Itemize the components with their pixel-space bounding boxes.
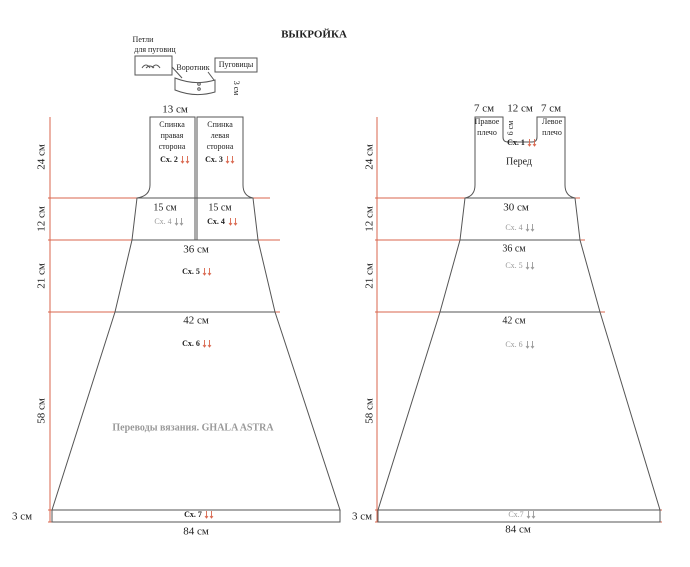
back-piece — [48, 116, 341, 523]
dim: 42 см — [502, 315, 526, 326]
piece-label: плечо — [542, 128, 562, 137]
piece-label: Перед — [506, 156, 532, 167]
watermark: Переводы вязания. GHALA ASTRA — [112, 422, 274, 433]
height-dim: 24 см — [36, 144, 48, 170]
chart-ref: Сх. 3 — [205, 155, 223, 164]
height-dim: 3 см — [352, 511, 372, 523]
height-dim: 21 см — [36, 263, 48, 289]
chart-ref: Сх. 1 — [507, 138, 525, 147]
piece-label: правая — [161, 131, 184, 140]
height-dim: 3 см — [12, 511, 32, 523]
front-piece — [375, 116, 662, 523]
height-dim: 12 см — [36, 206, 48, 232]
piece-label: сторона — [159, 142, 186, 151]
chart-ref: Сх. 4 — [207, 217, 225, 226]
dim: 36 см — [183, 244, 209, 256]
collar-label: Воротник — [176, 63, 209, 72]
collar-sketch: Петли для пуговиц Воротник Пуговицы 3 см — [133, 35, 258, 96]
chart-ref: Сх. 5 — [505, 261, 522, 270]
dim: 13 см — [162, 104, 188, 116]
dim: 15 см — [153, 202, 177, 213]
title: ВЫКРОЙКА — [281, 29, 347, 41]
buttons-label: Пуговицы — [219, 60, 254, 69]
loops-label: Петли — [133, 35, 155, 44]
dim: 84 см — [183, 526, 209, 538]
dim: 36 см — [502, 243, 526, 254]
piece-label: плечо — [477, 128, 497, 137]
height-dim: 21 см — [364, 263, 376, 289]
loops-label: для пуговиц — [134, 45, 176, 54]
dim: 6 см — [506, 121, 515, 136]
chart-ref: Сх.7 — [508, 510, 523, 519]
chart-ref: Сх. 6 — [505, 340, 522, 349]
piece-label: сторона — [207, 142, 234, 151]
piece-label: Левое — [542, 117, 563, 126]
piece-label: левая — [211, 131, 230, 140]
height-dim: 58 см — [36, 398, 48, 424]
piece-label: Спинка — [159, 120, 185, 129]
height-dim: 58 см — [364, 398, 376, 424]
dim: 7 см — [541, 103, 561, 115]
chart-ref: Сх. 5 — [182, 267, 200, 276]
dim: 30 см — [503, 202, 529, 214]
dim: 42 см — [183, 315, 209, 327]
piece-label: Спинка — [207, 120, 233, 129]
collar-height: 3 см — [232, 81, 241, 96]
dim: 15 см — [208, 202, 232, 213]
chart-ref: Сх. 4 — [154, 217, 171, 226]
chart-ref: Сх. 7 — [184, 510, 202, 519]
height-dim: 24 см — [364, 144, 376, 170]
chart-ref: Сх. 2 — [160, 155, 178, 164]
dim: 84 см — [505, 524, 531, 536]
dim: 12 см — [507, 103, 533, 115]
chart-ref: Сх. 6 — [182, 339, 200, 348]
piece-label: Правое — [475, 117, 500, 126]
dim: 7 см — [474, 103, 494, 115]
height-dim: 12 см — [364, 206, 376, 232]
chart-ref: Сх. 4 — [505, 223, 522, 232]
